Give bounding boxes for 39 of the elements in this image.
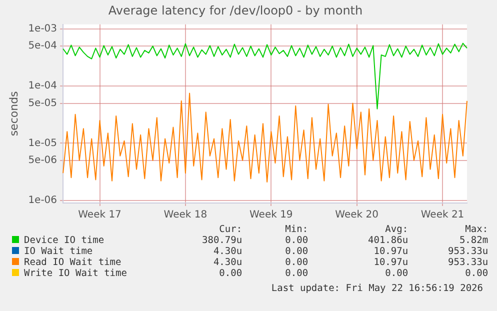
text: 0.00 [284, 257, 308, 268]
y-tick-label: 1e-03 [28, 24, 58, 35]
legend-label: Read IO Wait time [23, 257, 122, 268]
x-tick-label: Week 18 [164, 210, 208, 221]
y-tick-label: 5e-05 [28, 98, 58, 109]
text: 401.86u [367, 235, 408, 246]
text: 4.30u [212, 257, 242, 268]
text: 0.00 [464, 268, 488, 279]
x-tick-label: Week 19 [249, 210, 293, 221]
y-tick-label: 5e-04 [28, 40, 58, 52]
y-tick-label: 1e-04 [28, 80, 58, 92]
chart-title: Average latency for /dev/loop0 - by month [108, 3, 363, 18]
text: 0.00 [284, 235, 308, 246]
text: Max: [464, 224, 488, 235]
text: 10.97u [372, 246, 408, 257]
legend-label: IO Wait time [23, 246, 94, 257]
x-tick-label: Week 17 [78, 210, 122, 221]
x-tick-label: Week 21 [420, 210, 464, 221]
text: Min: [284, 224, 308, 235]
text: 0.00 [384, 268, 408, 279]
legend-label: Device IO time [23, 235, 106, 246]
text: 4.30u [212, 246, 242, 257]
text: 0.00 [284, 246, 308, 257]
y-axis-title: seconds [7, 90, 20, 136]
text: 953.33u [447, 246, 488, 257]
text: 5.82m [458, 235, 488, 246]
y-tick-label: 1e-06 [28, 194, 58, 206]
text: 0.00 [284, 268, 308, 279]
text: Last update: Fri May 22 16:56:19 2026 [271, 283, 483, 294]
y-tick-label: 5e-06 [28, 155, 58, 166]
text: Cur: [218, 224, 242, 235]
x-tick-label: Week 20 [335, 210, 378, 221]
text: 10.97u [372, 257, 408, 268]
text: 953.33u [447, 257, 488, 268]
text: 0.00 [218, 268, 242, 279]
legend-label: Write IO Wait time [23, 268, 128, 279]
y-tick-label: 1e-05 [28, 138, 58, 149]
text: Avg: [384, 224, 408, 235]
text: 380.79u [202, 235, 242, 246]
